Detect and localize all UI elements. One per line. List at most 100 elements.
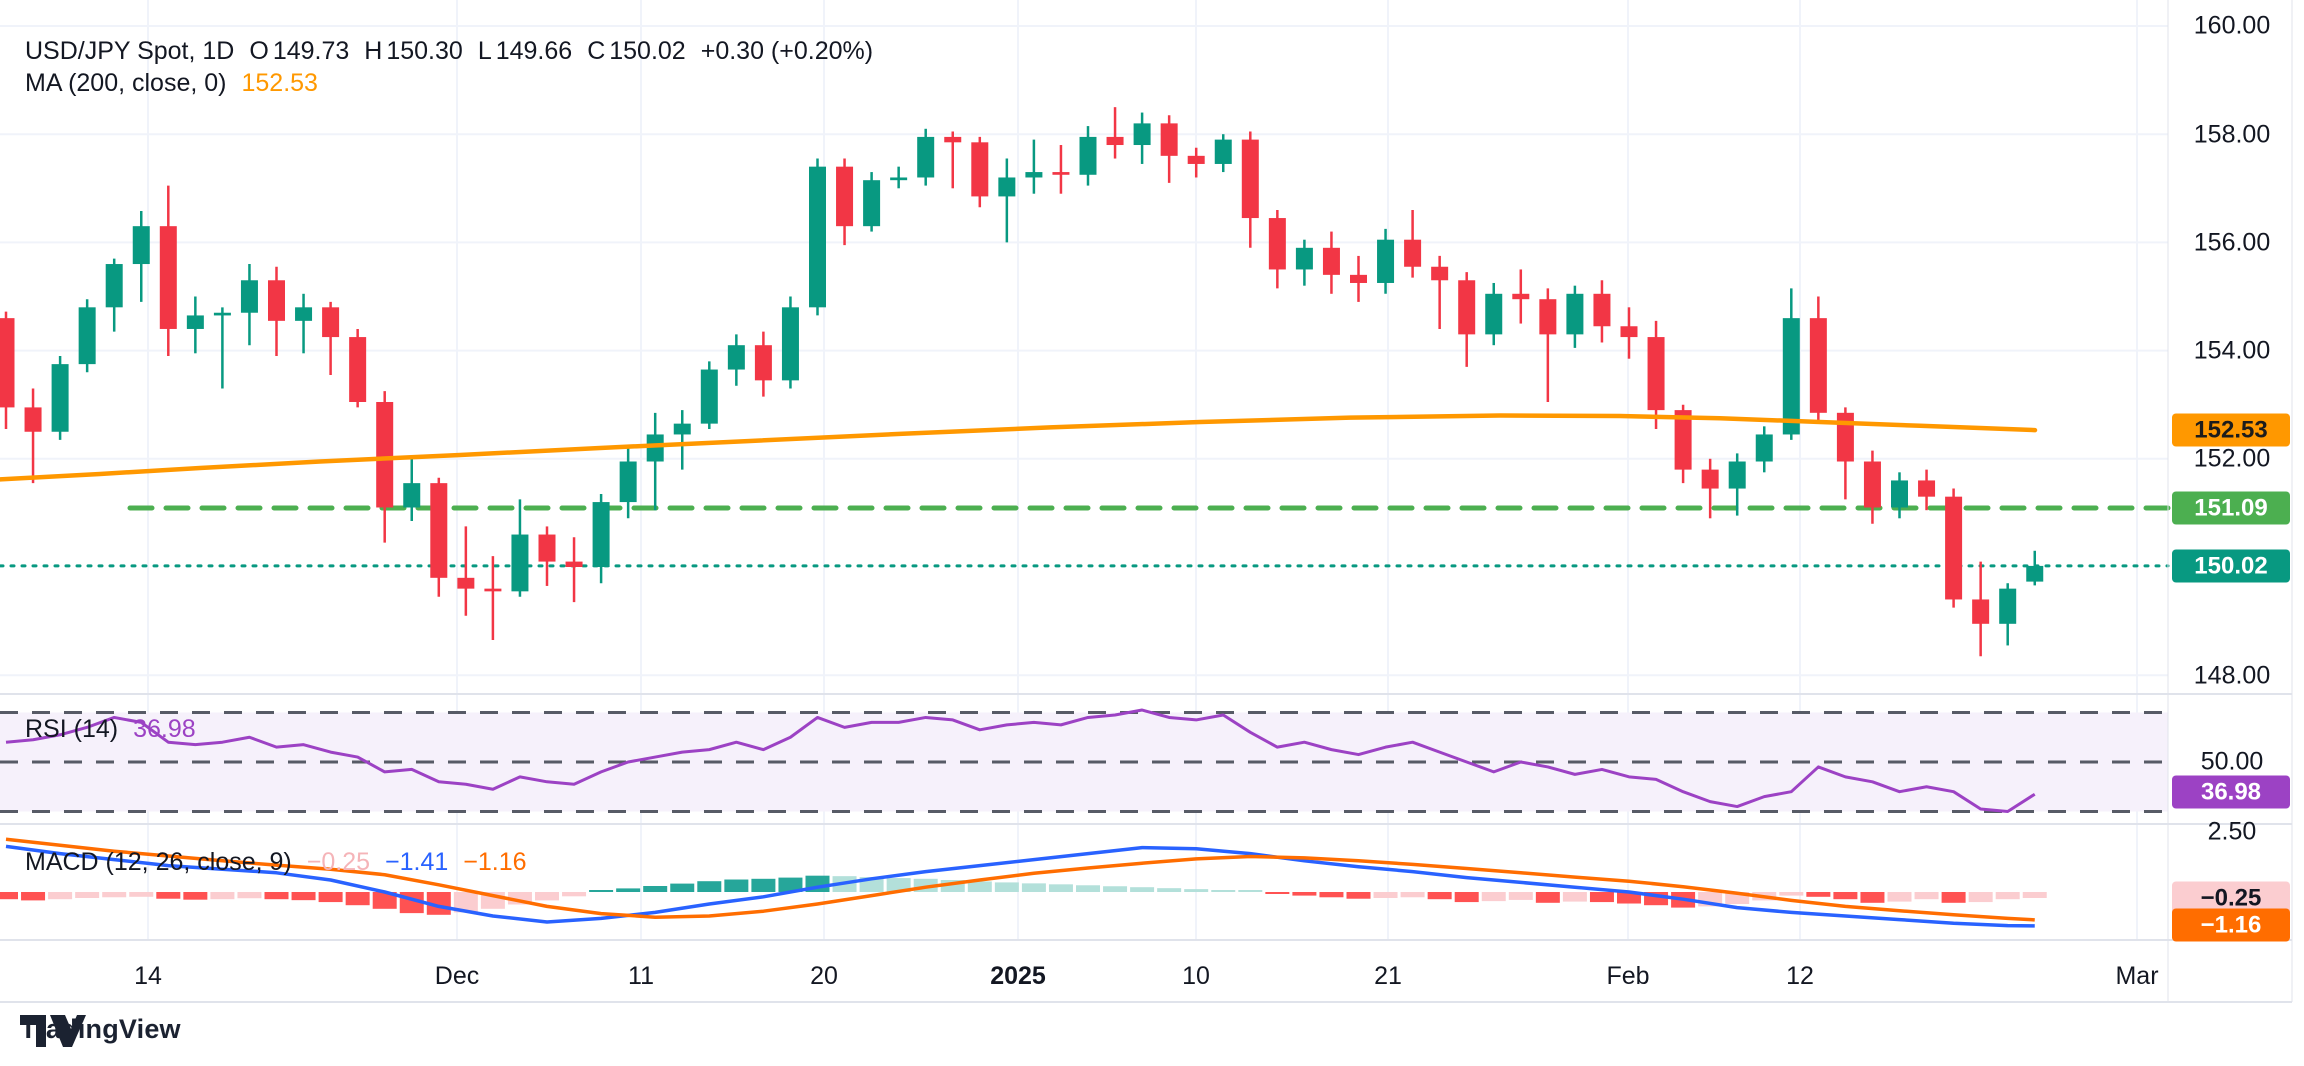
candle-body [1160,123,1178,156]
time-axis[interactable] [0,940,2304,1002]
macd-hist-bar [291,892,316,901]
low-key: L [477,37,492,65]
price-axis-label: 158.00 [2193,120,2271,149]
macd-hist-bar [1562,892,1587,902]
ma-label: MA (200, close, 0) [25,69,227,97]
candle-body [1891,480,1908,508]
candle-body [1458,280,1476,335]
macd-hist-bar [318,892,343,903]
candle-body [863,180,881,227]
candle-body [1755,434,1773,462]
macd-hist-bar [1914,892,1939,900]
macd-hist-bar [1211,890,1236,892]
level-price-badge: 151.09 [2172,491,2290,525]
macd-hist-bar [1319,892,1344,898]
macd-hist-bar [1427,892,1452,900]
candle-body [1350,274,1367,283]
candle-body [24,407,42,432]
candle-body [1106,136,1124,146]
macd-legend[interactable]: MACD (12, 26, close, 9) −0.25 −1.41 −1.1… [25,849,527,875]
candle-body [484,588,502,592]
macd-hist-bar [562,892,587,897]
macd-hist-bar [345,892,370,906]
candle-body [376,401,394,508]
price-axis-label: 154.00 [2193,336,2271,365]
candle-body [1539,299,1557,335]
rsi-line [5,708,2036,813]
macd-hist-bar [1589,892,1614,903]
candle-body [240,280,258,313]
macd-hist-bar [751,878,776,892]
macd-hist-bar [1833,892,1858,900]
macd-hist-bar [75,892,100,898]
candle-body [1999,588,2017,624]
candle-body [1214,139,1232,164]
candle-body [430,483,448,578]
candle-body [2026,565,2044,582]
candle-body [754,345,772,381]
high-key: H [364,37,383,65]
candle-body [78,307,96,365]
macd-hist-bar [1021,883,1046,892]
candle-body [1133,123,1151,146]
price-axis[interactable] [2168,0,2304,1002]
candle-body [565,561,583,567]
macd-hist-bar [1995,892,2020,900]
time-axis-label: 14 [134,962,162,990]
candle-body [1322,247,1340,275]
last-price-badge: 150.02 [2172,549,2290,583]
ma-price-badge: 152.53 [2172,413,2290,447]
candle-body [890,177,908,181]
candle-body [619,461,637,503]
candle-body [132,226,150,265]
macd-label: MACD (12, 26, close, 9) [25,848,292,876]
symbol-legend[interactable]: USD/JPY Spot, 1D O 149.73 H 150.30 L 149… [25,38,873,64]
macd-hist-bar [453,892,478,913]
macd-hist-bar [237,892,262,899]
candle-body [1052,172,1070,175]
macd-hist-bar [886,878,911,892]
candle-body [349,337,367,402]
macd-hist-bar [1184,889,1209,892]
macd-hist-bar [1048,884,1073,892]
candle-body [0,318,15,408]
candle-body [457,577,475,589]
candle-body [538,534,556,562]
time-axis-label: 21 [1374,962,1402,990]
rsi-legend[interactable]: RSI (14) 36.98 [25,716,196,742]
macd-hist-bar [183,892,208,900]
tradingview-logo[interactable]: TradingView [20,1014,181,1047]
candle-body [1295,247,1313,270]
macd-signal-line [5,837,2035,922]
macd-hist-value: −0.25 [306,848,371,876]
time-axis-label: Mar [2115,962,2159,990]
symbol-title: USD/JPY Spot, 1D [25,37,235,65]
ma200-line [0,413,2038,482]
macd-hist-bar [1779,892,1804,896]
candle-body [159,226,177,329]
macd-hist-bar [372,892,397,909]
candle-body [213,312,231,316]
macd-hist-bar [264,892,289,900]
macd-hist-bar [1508,892,1533,900]
macd-hist-bar [1157,888,1182,892]
macd-hist-bar [994,882,1019,892]
macd-hist-bar [1103,886,1128,892]
candle-body [944,136,962,143]
price-axis-label: 156.00 [2193,228,2271,257]
macd-hist-bar [102,892,127,898]
candle-body [1187,155,1205,164]
ma-legend[interactable]: MA (200, close, 0) 152.53 [25,70,318,96]
candle-body [1377,239,1395,283]
candle-body [1485,293,1503,335]
candle-body [1512,293,1530,300]
candle-body [1079,136,1097,175]
macd-hist-bar [1292,892,1317,896]
tradingview-logo-text: TradingView [20,1014,181,1044]
macd-hist-bar [1076,885,1100,892]
macd-hist-bar [1968,892,1993,903]
time-axis-label: 12 [1786,962,1814,990]
macd-hist-bar [670,883,695,892]
macd-hist-bar [156,892,181,899]
